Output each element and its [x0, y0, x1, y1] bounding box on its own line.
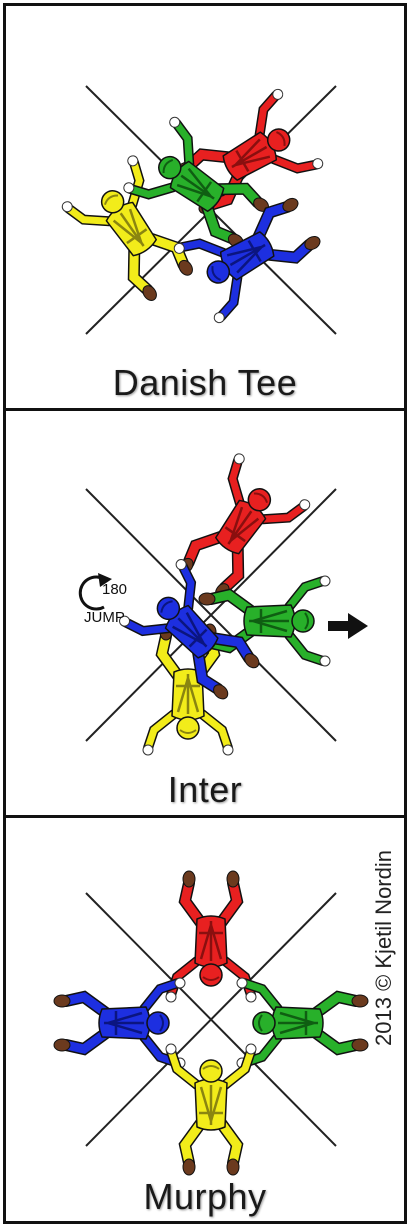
credit-text: 2013 © Kjetil Nordin: [371, 850, 396, 1046]
formation-title: Murphy: [143, 1176, 267, 1217]
jump-label: JUMP: [84, 609, 125, 626]
danish-tee-diagram: [61, 85, 337, 335]
formation-title: Danish Tee: [112, 362, 298, 403]
panel-inter: 180 JUMP Inter: [3, 408, 407, 818]
inter-diagram: [78, 453, 368, 756]
diagonal-line: [85, 488, 337, 742]
rotate-arrow-icon: [78, 573, 112, 611]
murphy-diagram: [53, 870, 369, 1176]
panel-murphy: 2013 © Kjetil Nordin Murphy: [3, 815, 407, 1224]
blue-jumper: [119, 559, 260, 700]
blue-jumper: [53, 977, 186, 1069]
right-arrow-icon: [328, 613, 368, 639]
panel-danish-tee: Danish Tee: [3, 3, 407, 411]
rotation-degrees: 180: [102, 581, 128, 598]
blue-jumper: [173, 197, 321, 324]
green-jumper: [123, 116, 269, 248]
green-jumper: [198, 575, 331, 667]
copyright-credit: 2013 © Kjetil Nordin: [364, 818, 404, 1078]
diagonal-line: [85, 892, 337, 1147]
yellow-jumper: [165, 1043, 257, 1176]
formation-title: Inter: [167, 769, 243, 810]
red-jumper: [179, 453, 311, 599]
green-jumper: [236, 977, 369, 1069]
